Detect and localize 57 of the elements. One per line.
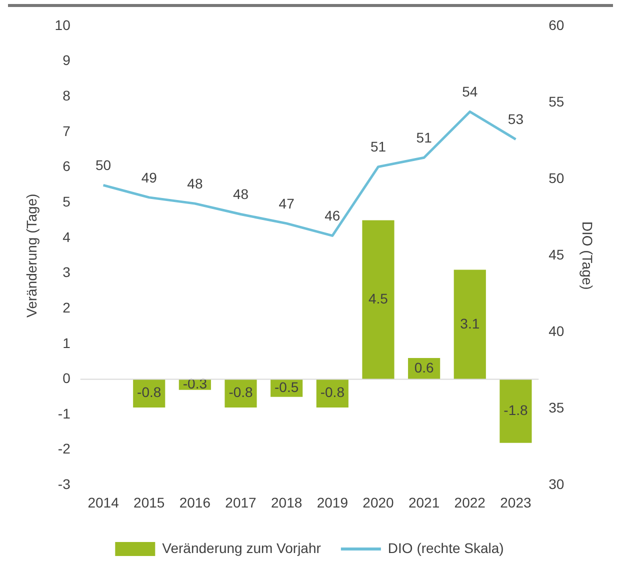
- data-label: -1.8: [504, 402, 528, 418]
- y2-tick-label: 30: [548, 476, 564, 492]
- x-tick-label: 2022: [454, 494, 486, 510]
- y-tick-label: 7: [62, 122, 71, 139]
- y2-tick-label: 55: [548, 93, 564, 110]
- data-label: 53: [508, 111, 524, 128]
- y-tick-label: -1: [58, 405, 71, 422]
- x-tick-label: 2021: [408, 494, 440, 510]
- y-tick-label: 8: [62, 88, 71, 104]
- y2-tick-label: 45: [548, 246, 564, 262]
- y-tick-label: 6: [62, 158, 71, 174]
- bar: [224, 379, 257, 408]
- legend-label: DIO (rechte Skala): [388, 540, 504, 556]
- data-label: 48: [232, 186, 249, 202]
- data-label: 4.5: [368, 290, 388, 307]
- x-tick-label: 2023: [500, 494, 532, 510]
- data-label: -0.8: [320, 384, 345, 400]
- data-label: 3.1: [460, 315, 480, 332]
- x-tick-label: 2017: [225, 494, 257, 510]
- y2-tick-label: 60: [548, 16, 564, 33]
- bar: [454, 270, 486, 380]
- y2-tick-label: 35: [548, 400, 564, 416]
- data-label: 51: [370, 138, 386, 155]
- bar: [500, 379, 532, 443]
- y-axis-title: Veränderung (Tage): [23, 194, 40, 318]
- y2-tick-label: 40: [548, 322, 564, 339]
- y-tick-label: 5: [62, 193, 71, 210]
- data-label: 51: [416, 129, 432, 146]
- y-tick-label: -2: [58, 440, 71, 457]
- y-tick-label: -3: [58, 476, 71, 492]
- data-label: 48: [187, 175, 203, 192]
- bar: [362, 220, 394, 380]
- data-label: -0.5: [274, 378, 299, 395]
- data-label: 0.6: [414, 359, 434, 376]
- data-label: 49: [141, 169, 158, 186]
- data-label: -0.8: [228, 384, 254, 400]
- x-tick-label: 2019: [316, 494, 348, 510]
- x-tick-label: 2016: [179, 494, 211, 510]
- y-tick-label: 2: [62, 299, 71, 316]
- y2-axis-title: DIO (Tage): [580, 221, 596, 290]
- data-label: 47: [278, 195, 295, 212]
- y-tick-label: 10: [54, 16, 71, 33]
- x-tick-label: 2014: [88, 494, 120, 510]
- x-tick-label: 2020: [362, 494, 394, 510]
- legend-label: Veränderung zum Vorjahr: [162, 540, 322, 556]
- x-tick-label: 2015: [134, 494, 165, 510]
- data-label: 54: [462, 84, 478, 100]
- data-label: -0.8: [137, 384, 162, 400]
- y-tick-label: 0: [62, 370, 71, 386]
- y-tick-label: 4: [62, 228, 71, 245]
- data-label: 46: [324, 208, 340, 224]
- y-tick-label: 1: [62, 334, 71, 351]
- data-label: 50: [95, 157, 112, 174]
- y-tick-label: 3: [62, 264, 71, 280]
- y-tick-label: 9: [62, 52, 71, 68]
- x-tick-label: 2018: [271, 494, 302, 510]
- y2-tick-label: 50: [548, 170, 564, 186]
